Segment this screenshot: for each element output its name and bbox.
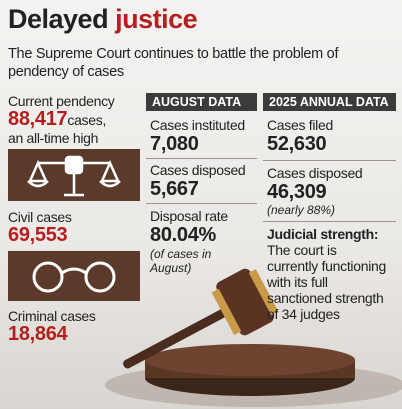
title-word: Delayed <box>8 4 109 34</box>
value: 18,864 <box>8 323 68 345</box>
handcuffs-icon <box>32 261 116 293</box>
note: an all-time high <box>8 130 99 146</box>
divider <box>263 160 396 161</box>
scales <box>27 155 121 197</box>
label: Cases disposed <box>150 162 246 178</box>
column-heading: 2025 ANNUAL DATA <box>263 93 396 111</box>
gavel-band <box>248 269 279 316</box>
divider <box>263 221 396 222</box>
title-word: justice <box>115 4 198 34</box>
value: 88,417 <box>8 108 68 130</box>
gavel <box>123 268 279 369</box>
divider <box>146 203 257 204</box>
note: (of cases in August) <box>150 247 212 275</box>
note: (nearly 88%) <box>267 203 336 217</box>
title: Delayed justice <box>8 4 198 35</box>
handcuffs <box>32 261 116 293</box>
label: Judicial strength: <box>267 226 379 242</box>
value: 52,630 <box>267 133 327 155</box>
gavel-handle <box>123 306 231 369</box>
value: 7,080 <box>150 133 199 155</box>
label: Disposal rate <box>150 208 228 224</box>
gavel-band <box>211 288 242 335</box>
label: Cases filed <box>267 117 333 133</box>
subtitle: The Supreme Court continues to battle th… <box>8 46 339 80</box>
label: Cases disposed <box>267 165 363 181</box>
scales-icon <box>27 155 121 197</box>
gavel-head <box>216 268 274 336</box>
icon-box <box>8 251 140 301</box>
value: 80.04% <box>150 224 217 246</box>
label: Cases instituted <box>150 117 245 133</box>
value: 5,667 <box>150 178 199 200</box>
icon-box <box>8 149 140 201</box>
value-row: 88,417cases, <box>8 108 148 130</box>
label: Criminal cases <box>8 308 96 324</box>
label: cases, <box>67 112 107 128</box>
value: 69,553 <box>8 224 68 246</box>
divider <box>146 158 257 159</box>
value: 46,309 <box>267 181 327 203</box>
gavel-base-top <box>145 344 355 376</box>
body-text: The court is currently functioning with … <box>267 242 386 322</box>
label: Current pendency <box>8 93 115 109</box>
column-heading: AUGUST DATA <box>146 93 257 111</box>
label: Civil cases <box>8 209 72 225</box>
